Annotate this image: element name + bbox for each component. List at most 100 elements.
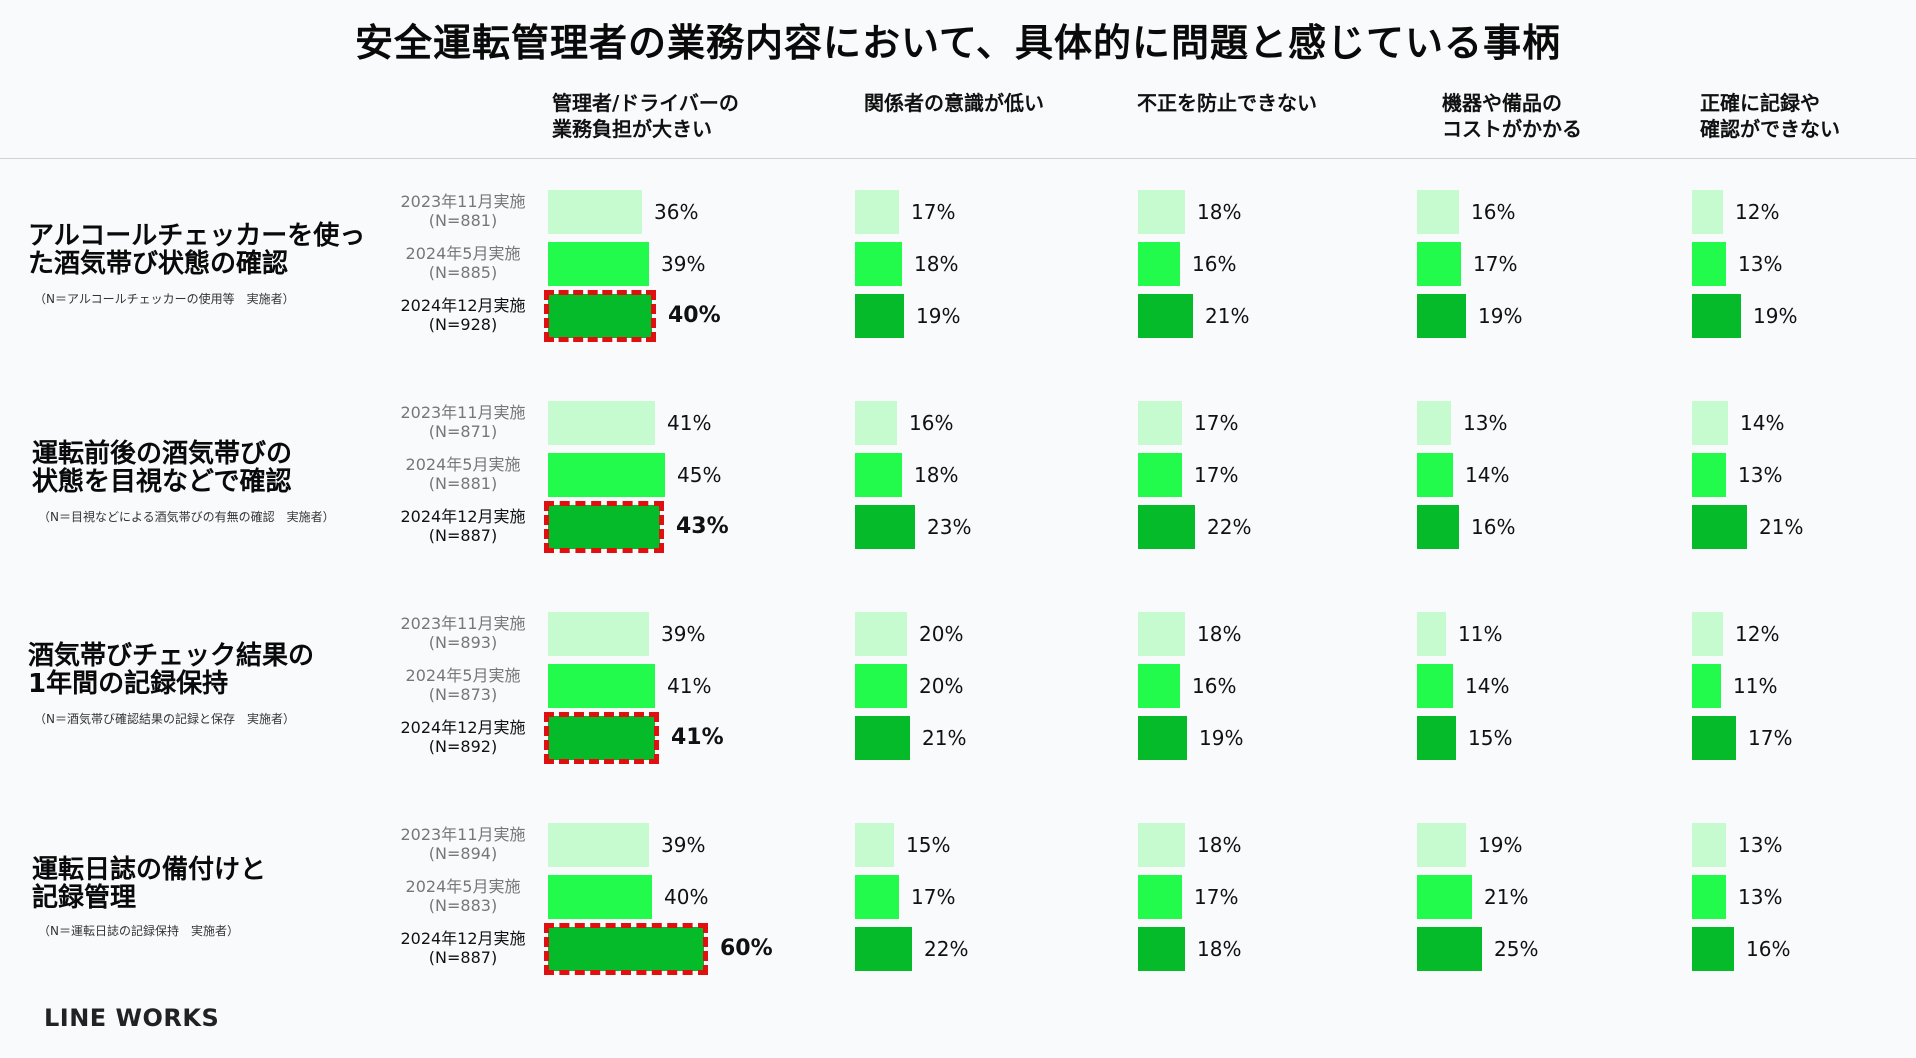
data-label: 16%	[909, 411, 954, 435]
bar	[548, 823, 649, 867]
survey-label: 2024年12月実施 (N=892)	[400, 718, 526, 756]
data-label: 18%	[914, 252, 959, 276]
data-label: 17%	[911, 200, 956, 224]
data-label: 17%	[1473, 252, 1518, 276]
data-label: 12%	[1735, 622, 1780, 646]
survey-label: 2023年11月実施 (N=894)	[400, 825, 526, 863]
bar	[855, 401, 897, 445]
data-label: 13%	[1738, 833, 1783, 857]
data-label: 13%	[1738, 885, 1783, 909]
bar	[548, 716, 655, 760]
bar	[855, 716, 910, 760]
header-divider	[0, 158, 1916, 159]
data-label: 41%	[667, 674, 712, 698]
column-header-2: 関係者の意識が低い	[864, 91, 1044, 115]
data-label: 21%	[1484, 885, 1529, 909]
bar	[1692, 190, 1723, 234]
bar	[1138, 401, 1182, 445]
bar	[548, 190, 642, 234]
survey-label: 2023年11月実施 (N=871)	[400, 403, 526, 441]
data-label: 39%	[661, 252, 706, 276]
data-label: 14%	[1465, 674, 1510, 698]
data-label: 20%	[919, 622, 964, 646]
survey-label: 2024年12月実施 (N=887)	[400, 929, 526, 967]
column-header-1: 管理者/ドライバーの 業務負担が大きい	[552, 91, 739, 141]
data-label: 17%	[1194, 885, 1239, 909]
bar	[855, 190, 899, 234]
bar	[1138, 927, 1185, 971]
data-label: 12%	[1735, 200, 1780, 224]
data-label: 19%	[1478, 304, 1523, 328]
survey-label: 2024年5月実施 (N=883)	[405, 877, 521, 915]
chart-title: 安全運転管理者の業務内容において、具体的に問題と感じている事柄	[355, 21, 1561, 65]
data-label: 18%	[1197, 937, 1242, 961]
data-label: 45%	[677, 463, 722, 487]
bar	[855, 294, 904, 338]
data-label: 22%	[924, 937, 969, 961]
survey-label: 2024年12月実施 (N=887)	[400, 507, 526, 545]
data-label: 21%	[1205, 304, 1250, 328]
bar	[548, 664, 655, 708]
data-label: 14%	[1465, 463, 1510, 487]
data-label: 19%	[1478, 833, 1523, 857]
survey-label: 2024年12月実施 (N=928)	[400, 296, 526, 334]
bar	[855, 242, 902, 286]
bar	[1692, 453, 1726, 497]
bar	[1138, 505, 1195, 549]
data-label: 11%	[1458, 622, 1503, 646]
bar	[1138, 612, 1185, 656]
data-label: 18%	[1197, 622, 1242, 646]
bar	[1417, 664, 1453, 708]
row-title-4: 運転日誌の備付けと 記録管理	[32, 855, 267, 913]
data-label: 19%	[1199, 726, 1244, 750]
bar	[1138, 716, 1187, 760]
data-label: 13%	[1738, 252, 1783, 276]
bar	[1692, 294, 1741, 338]
data-label: 18%	[914, 463, 959, 487]
data-label: 13%	[1738, 463, 1783, 487]
row-note-2: （N＝目視などによる酒気帯びの有無の確認 実施者）	[38, 510, 335, 524]
row-note-4: （N＝運転日誌の記録保持 実施者）	[38, 924, 239, 938]
bar	[1417, 294, 1466, 338]
line-works-logo: LINE WORKS	[44, 1004, 220, 1032]
survey-label: 2023年11月実施 (N=881)	[400, 192, 526, 230]
bar	[1692, 664, 1721, 708]
data-label: 18%	[1197, 833, 1242, 857]
bar	[1417, 612, 1446, 656]
bar	[1692, 242, 1726, 286]
data-label: 16%	[1192, 674, 1237, 698]
bar	[855, 927, 912, 971]
data-label: 22%	[1207, 515, 1252, 539]
bar	[1692, 823, 1726, 867]
data-label: 39%	[661, 622, 706, 646]
data-label: 16%	[1746, 937, 1791, 961]
survey-label: 2024年5月実施 (N=873)	[405, 666, 521, 704]
data-label: 17%	[1194, 411, 1239, 435]
survey-label: 2024年5月実施 (N=881)	[405, 455, 521, 493]
data-label: 21%	[1759, 515, 1804, 539]
bar	[855, 823, 894, 867]
bar	[1138, 823, 1185, 867]
data-label: 11%	[1733, 674, 1778, 698]
bar	[1692, 401, 1728, 445]
data-label: 17%	[911, 885, 956, 909]
bar	[855, 612, 907, 656]
bar	[548, 927, 704, 971]
bar	[1417, 823, 1466, 867]
bar	[855, 453, 902, 497]
row-note-1: （N＝アルコールチェッカーの使用等 実施者）	[34, 292, 295, 306]
bar	[1692, 927, 1734, 971]
data-label: 18%	[1197, 200, 1242, 224]
data-label: 16%	[1192, 252, 1237, 276]
bar	[1417, 242, 1461, 286]
bar	[548, 875, 652, 919]
data-label: 23%	[927, 515, 972, 539]
data-label: 39%	[661, 833, 706, 857]
row-note-3: （N＝酒気帯び確認結果の記録と保存 実施者）	[34, 712, 295, 726]
row-title-2: 運転前後の酒気帯びの 状態を目視などで確認	[32, 439, 293, 497]
data-label: 16%	[1471, 200, 1516, 224]
row-title-1: アルコールチェッカーを使っ た酒気帯び状態の確認	[28, 221, 366, 279]
bar	[1138, 190, 1185, 234]
data-label: 15%	[906, 833, 951, 857]
bar	[548, 242, 649, 286]
